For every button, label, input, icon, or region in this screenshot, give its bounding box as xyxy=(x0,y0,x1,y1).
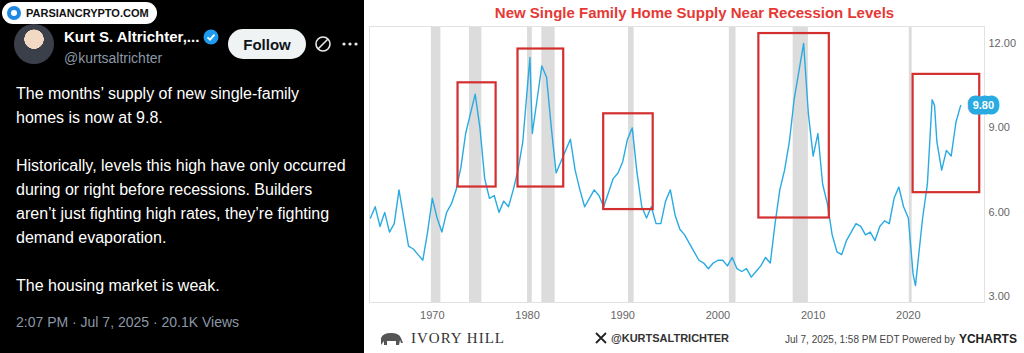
svg-text:1980: 1980 xyxy=(515,309,539,321)
svg-text:2010: 2010 xyxy=(801,309,825,321)
svg-text:9.80: 9.80 xyxy=(973,99,994,111)
svg-text:9.00: 9.00 xyxy=(989,121,1010,133)
html-text:@kurtsaltrichter: @kurtsaltrichter xyxy=(64,50,163,66)
html-text:Follow: Follow xyxy=(243,35,291,53)
html-text:The months’ supply of new sing: The months’ supply of new single-family … xyxy=(16,85,300,126)
html-text:2:07 PM · Jul 7, 2025 · 20.1K: 2:07 PM · Jul 7, 2025 · 20.1K Views xyxy=(16,314,240,330)
html-text:New Single Family Home Supply: New Single Family Home Supply Near Reces… xyxy=(494,4,895,21)
html-text:@KURTSALTRICHTER: @KURTSALTRICHTER xyxy=(611,332,730,344)
svg-text:3.00: 3.00 xyxy=(989,290,1010,302)
html-text:PARSIANCRYPTO.COM: PARSIANCRYPTO.COM xyxy=(26,7,149,19)
svg-text:1970: 1970 xyxy=(420,309,444,321)
html-text:The housing market is weak.: The housing market is weak. xyxy=(16,277,220,294)
svg-text:2020: 2020 xyxy=(896,309,920,321)
svg-text:6.00: 6.00 xyxy=(989,206,1010,218)
html-text:Kurt S. Altrichter,...: Kurt S. Altrichter,... xyxy=(64,28,200,45)
svg-text:1990: 1990 xyxy=(610,309,634,321)
svg-text:2000: 2000 xyxy=(706,309,730,321)
html-text:Jul 7, 2025, 1:58 PM EDT Power: Jul 7, 2025, 1:58 PM EDT Powered by YCHA… xyxy=(785,332,1017,346)
html-text:Historically, levels this high: Historically, levels this high have only… xyxy=(16,157,346,246)
svg-text:12.00: 12.00 xyxy=(989,37,1017,49)
html-text:IVORY HILL: IVORY HILL xyxy=(411,330,505,346)
